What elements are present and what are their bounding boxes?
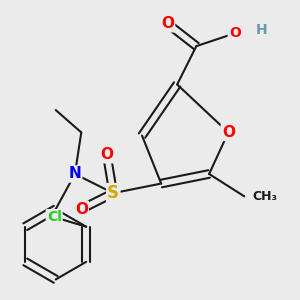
Text: O: O xyxy=(161,16,174,31)
Text: Cl: Cl xyxy=(47,210,61,224)
Text: S: S xyxy=(107,184,119,202)
Text: N: N xyxy=(68,167,81,182)
Text: O: O xyxy=(100,147,113,162)
Text: O: O xyxy=(75,202,88,217)
Text: CH₃: CH₃ xyxy=(252,190,277,203)
Text: O: O xyxy=(229,26,241,40)
Text: H: H xyxy=(256,23,267,37)
Text: O: O xyxy=(222,125,235,140)
